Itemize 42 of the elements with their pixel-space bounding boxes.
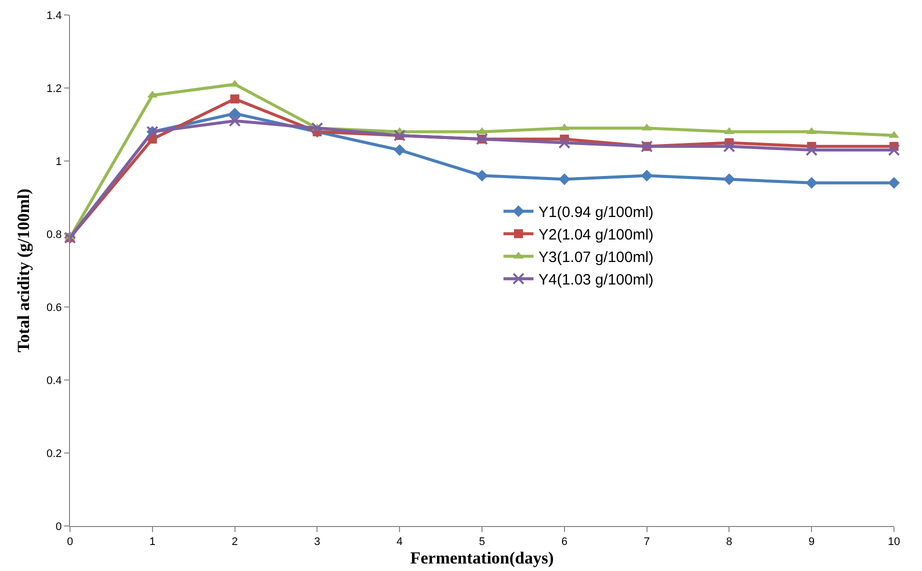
x-tick-label: 1 — [149, 536, 156, 548]
x-axis-title: Fermentation(days) — [410, 548, 554, 568]
point — [806, 177, 818, 189]
point — [558, 173, 570, 186]
x-tick-label: 8 — [726, 536, 732, 548]
x-tick-label: 10 — [888, 536, 900, 548]
x-tick-label: 7 — [644, 536, 650, 548]
point — [230, 80, 240, 87]
x-tick-label: 6 — [561, 536, 568, 548]
point — [888, 177, 900, 189]
point — [228, 114, 241, 127]
point — [888, 144, 900, 156]
legend-label: Y2(1.04 g/100ml) — [538, 226, 654, 244]
y-tick-label: 0 — [56, 520, 62, 533]
x-tick-label: 9 — [808, 536, 815, 548]
y-tick-label: 1.2 — [46, 82, 62, 95]
x-tick-label: 5 — [478, 536, 486, 548]
y-tick-label: 1.4 — [46, 10, 62, 22]
legend-label: Y4(1.03 g/100ml) — [538, 272, 654, 289]
y-tick-label: 0.8 — [46, 228, 62, 241]
point — [394, 144, 406, 156]
x-tick-label: 0 — [66, 536, 74, 548]
point — [724, 127, 734, 134]
point — [476, 170, 488, 182]
legend-label: Y1(0.94 g/100ml) — [538, 204, 654, 222]
y-axis-title: Total acidity (g/100ml) — [14, 188, 34, 352]
x-tick-label: 4 — [396, 536, 403, 548]
point — [558, 136, 570, 149]
point — [640, 170, 653, 182]
point — [806, 144, 818, 156]
y-tick-label: 0.6 — [46, 302, 62, 314]
x-tick-label: 2 — [232, 536, 238, 548]
y-tick-label: 0.2 — [46, 448, 62, 460]
point — [228, 108, 241, 120]
legend-label: Y3(1.07 g/100ml) — [538, 249, 654, 266]
point — [311, 122, 324, 134]
point — [723, 140, 736, 152]
point — [230, 94, 240, 104]
x-tick-label: 3 — [314, 536, 320, 548]
y-tick-label: 0.4 — [46, 374, 62, 387]
y-tick-label: 1 — [56, 156, 62, 168]
point — [723, 173, 736, 186]
